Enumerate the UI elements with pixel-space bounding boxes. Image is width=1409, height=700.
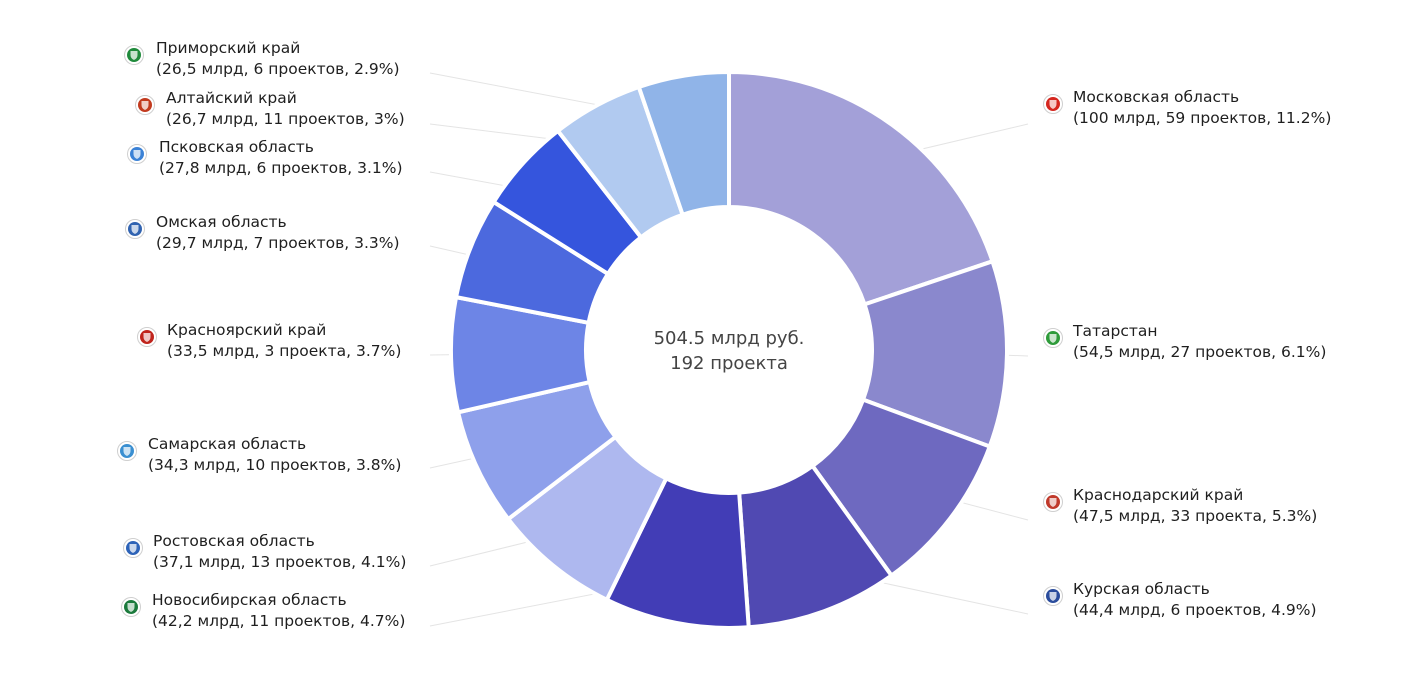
krasnoyarsk-emblem-icon <box>137 327 157 347</box>
slice-label-7: Самарская область (34,3 млрд, 10 проектов… <box>117 435 401 474</box>
krasnodar-emblem-icon <box>1043 492 1063 512</box>
slice-label-name: Приморский край <box>156 39 300 57</box>
slice-label-detail: (34,3 млрд, 10 проектов, 3.8%) <box>148 456 401 474</box>
slice-label-8: Красноярский край (33,5 млрд, 3 проекта, … <box>137 321 401 360</box>
slice-label-name: Псковская область <box>159 138 314 156</box>
center-projects: 192 проекта <box>670 353 788 374</box>
slice-label-name: Омская область <box>156 213 287 231</box>
moscow-oblast-emblem-icon <box>1043 94 1063 114</box>
slice-label-3: Краснодарский край (47,5 млрд, 33 проекта… <box>1043 486 1317 525</box>
slice-label-detail: (26,7 млрд, 11 проектов, 3%) <box>166 110 405 128</box>
slice-label-2: Татарстан (54,5 млрд, 27 проектов, 6.1%) <box>1043 322 1326 361</box>
slice-label-12: Приморский край (26,5 млрд, 6 проектов, 2… <box>124 39 400 78</box>
slice-label-name: Краснодарский край <box>1073 486 1243 504</box>
slice-label-detail: (42,2 млрд, 11 проектов, 4.7%) <box>152 612 405 630</box>
slice-label-5: Новосибирская область (42,2 млрд, 11 прое… <box>121 591 405 630</box>
rostov-emblem-icon <box>123 538 143 558</box>
primorye-emblem-icon <box>124 45 144 65</box>
slice-label-detail: (54,5 млрд, 27 проектов, 6.1%) <box>1073 343 1326 361</box>
slice-label-name: Алтайский край <box>166 89 297 107</box>
slice-label-detail: (37,1 млрд, 13 проектов, 4.1%) <box>153 553 406 571</box>
slice-label-detail: (26,5 млрд, 6 проектов, 2.9%) <box>156 60 400 78</box>
slice-label-name: Новосибирская область <box>152 591 347 609</box>
donut-slice-1[interactable] <box>727 69 996 307</box>
slice-label-detail: (29,7 млрд, 7 проектов, 3.3%) <box>156 234 400 252</box>
slice-label-1: Московская область (100 млрд, 59 проектов… <box>1043 88 1331 127</box>
omsk-emblem-icon <box>125 219 145 239</box>
slice-label-detail: (27,8 млрд, 6 проектов, 3.1%) <box>159 159 403 177</box>
slice-label-detail: (33,5 млрд, 3 проекта, 3.7%) <box>167 342 401 360</box>
slice-label-name: Ростовская область <box>153 532 315 550</box>
slice-label-name: Курская область <box>1073 580 1210 598</box>
donut-center-label: 504.5 млрд руб. 192 проекта <box>654 328 805 374</box>
slice-label-detail: (47,5 млрд, 33 проекта, 5.3%) <box>1073 507 1317 525</box>
slice-label-detail: (100 млрд, 59 проектов, 11.2%) <box>1073 109 1331 127</box>
slice-label-9: Омская область (29,7 млрд, 7 проектов, 3.… <box>125 213 400 252</box>
samara-emblem-icon <box>117 441 137 461</box>
slice-label-6: Ростовская область (37,1 млрд, 13 проекто… <box>123 532 406 571</box>
slice-label-name: Московская область <box>1073 88 1239 106</box>
donut-slices <box>449 69 1009 630</box>
novosibirsk-emblem-icon <box>121 597 141 617</box>
slice-labels: Московская область (100 млрд, 59 проектов… <box>117 39 1331 630</box>
pskov-emblem-icon <box>127 144 147 164</box>
center-total: 504.5 млрд руб. <box>654 328 805 349</box>
tatarstan-emblem-icon <box>1043 328 1063 348</box>
slice-label-detail: (44,4 млрд, 6 проектов, 4.9%) <box>1073 601 1317 619</box>
donut-slice-12[interactable] <box>636 69 731 218</box>
slice-label-name: Татарстан <box>1072 322 1158 340</box>
slice-label-10: Псковская область (27,8 млрд, 6 проектов,… <box>127 138 403 177</box>
kursk-emblem-icon <box>1043 586 1063 606</box>
slice-label-11: Алтайский край (26,7 млрд, 11 проектов, 3… <box>135 89 405 128</box>
slice-label-name: Красноярский край <box>167 321 326 339</box>
slice-label-4: Курская область (44,4 млрд, 6 проектов, 4… <box>1043 580 1317 619</box>
slice-label-name: Самарская область <box>148 435 306 453</box>
altai-emblem-icon <box>135 95 155 115</box>
